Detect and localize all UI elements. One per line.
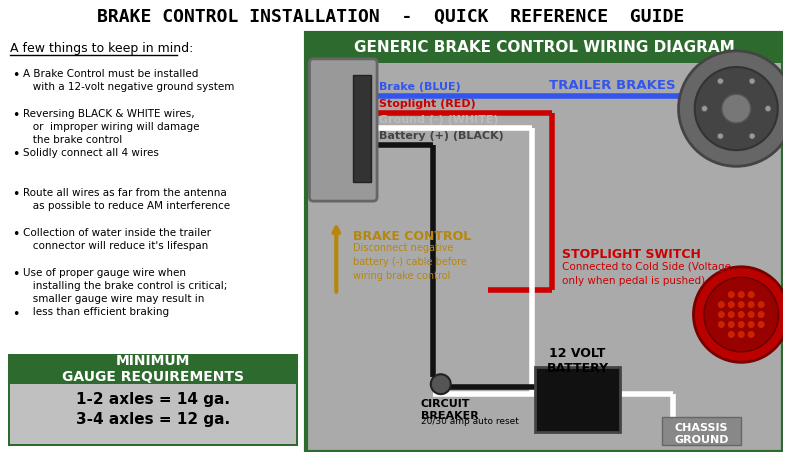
Bar	[662, 417, 741, 445]
Bar	[10, 384, 297, 444]
Text: Reversing BLACK & WHITE wires,
   or  improper wiring will damage
   the brake c: Reversing BLACK & WHITE wires, or improp…	[23, 109, 199, 145]
Circle shape	[727, 291, 735, 299]
Circle shape	[737, 301, 745, 308]
Bar	[0, 33, 306, 452]
Text: STOPLIGHT SWITCH: STOPLIGHT SWITCH	[562, 248, 701, 261]
Circle shape	[717, 321, 726, 328]
Text: Solidly connect all 4 wires: Solidly connect all 4 wires	[23, 149, 159, 159]
Text: Connected to Cold Side (Voltage
only when pedal is pushed): Connected to Cold Side (Voltage only whe…	[562, 262, 731, 286]
Circle shape	[727, 331, 735, 338]
Circle shape	[737, 291, 745, 299]
Text: •: •	[12, 188, 20, 201]
Circle shape	[701, 106, 708, 111]
Text: A few things to keep in mind:: A few things to keep in mind:	[10, 43, 194, 55]
Circle shape	[727, 321, 735, 328]
Bar	[306, 33, 783, 452]
Bar	[306, 33, 783, 63]
Circle shape	[747, 291, 756, 299]
Circle shape	[718, 133, 723, 139]
Circle shape	[722, 94, 751, 123]
Text: 12 VOLT
BATTERY: 12 VOLT BATTERY	[546, 347, 608, 376]
Circle shape	[727, 311, 735, 318]
Circle shape	[678, 51, 787, 166]
Text: MINIMUM
GAUGE REQUIREMENTS: MINIMUM GAUGE REQUIREMENTS	[62, 354, 244, 385]
Text: Collection of water inside the trailer
   connector will reduce it's lifespan: Collection of water inside the trailer c…	[23, 228, 211, 251]
Circle shape	[747, 311, 756, 318]
Circle shape	[727, 301, 735, 308]
Text: BRAKE CONTROL INSTALLATION  -  QUICK  REFERENCE  GUIDE: BRAKE CONTROL INSTALLATION - QUICK REFER…	[98, 8, 685, 26]
Bar	[535, 367, 620, 432]
Text: Brake (BLUE): Brake (BLUE)	[379, 82, 461, 92]
Circle shape	[747, 301, 756, 308]
Text: •: •	[12, 308, 20, 321]
Circle shape	[747, 321, 756, 328]
Circle shape	[717, 311, 726, 318]
Circle shape	[737, 311, 745, 318]
Text: GENERIC BRAKE CONTROL WIRING DIAGRAM: GENERIC BRAKE CONTROL WIRING DIAGRAM	[354, 40, 735, 55]
Text: CHASSIS
GROUND: CHASSIS GROUND	[674, 423, 729, 444]
Text: Disconnect negative
battery (-) cable before
wiring brake control: Disconnect negative battery (-) cable be…	[353, 243, 467, 281]
Text: CIRCUIT
BREAKER: CIRCUIT BREAKER	[421, 399, 478, 421]
Circle shape	[737, 321, 745, 328]
FancyBboxPatch shape	[309, 59, 377, 201]
Circle shape	[749, 78, 755, 84]
Circle shape	[717, 301, 726, 308]
Text: 3-4 axles = 12 ga.: 3-4 axles = 12 ga.	[76, 411, 231, 427]
Circle shape	[757, 311, 765, 318]
Circle shape	[757, 321, 765, 328]
Text: 1-2 axles = 14 ga.: 1-2 axles = 14 ga.	[76, 392, 231, 407]
Circle shape	[737, 331, 745, 338]
Bar	[8, 354, 298, 446]
Circle shape	[749, 133, 755, 139]
Text: BRAKE CONTROL: BRAKE CONTROL	[353, 230, 471, 243]
Circle shape	[765, 106, 771, 111]
Circle shape	[430, 374, 451, 394]
Circle shape	[757, 301, 765, 308]
Circle shape	[693, 267, 787, 362]
Text: Route all wires as far from the antenna
   as possible to reduce AM interference: Route all wires as far from the antenna …	[23, 188, 230, 212]
Bar	[353, 75, 371, 182]
Text: Ground (-) (WHITE): Ground (-) (WHITE)	[379, 115, 499, 125]
Text: •: •	[12, 268, 20, 281]
Text: TRAILER BRAKES: TRAILER BRAKES	[549, 79, 675, 92]
Text: Use of proper gauge wire when
   installing the brake control is critical;
   sm: Use of proper gauge wire when installing…	[23, 268, 227, 318]
Text: 20/30 amp auto reset: 20/30 amp auto reset	[421, 417, 519, 426]
Circle shape	[695, 67, 778, 150]
Text: Battery (+) (BLACK): Battery (+) (BLACK)	[379, 131, 504, 141]
Text: Stoplight (RED): Stoplight (RED)	[379, 99, 476, 109]
Circle shape	[704, 277, 778, 352]
Text: •: •	[12, 228, 20, 241]
Circle shape	[718, 78, 723, 84]
Text: •: •	[12, 69, 20, 82]
Circle shape	[747, 331, 756, 338]
Text: A Brake Control must be installed
   with a 12-volt negative ground system: A Brake Control must be installed with a…	[23, 69, 235, 92]
Text: •: •	[12, 149, 20, 161]
Text: •: •	[12, 109, 20, 121]
